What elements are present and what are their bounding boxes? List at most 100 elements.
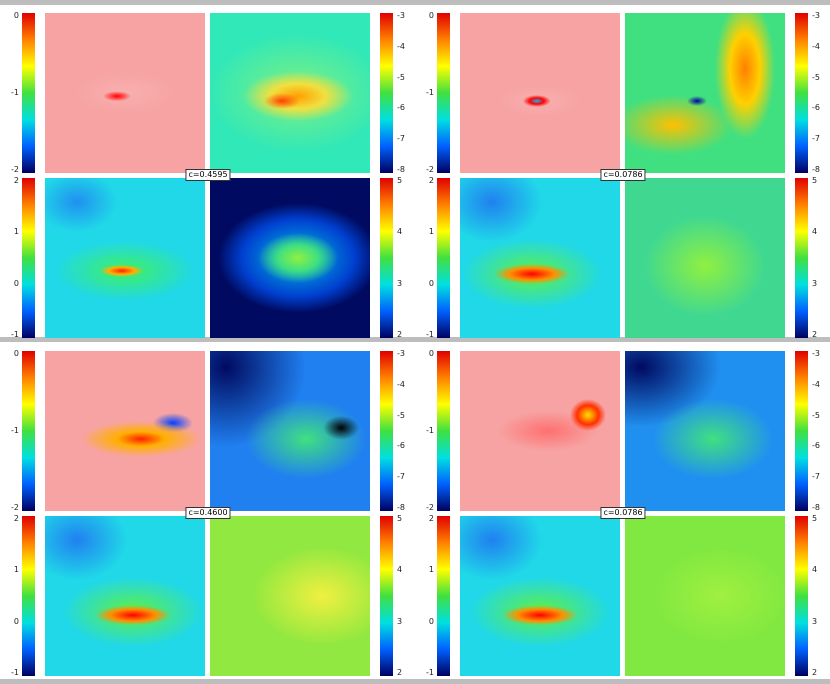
separator: [0, 337, 830, 342]
heatmap: [460, 351, 620, 511]
colorbar-tick-label: -5: [397, 410, 405, 420]
colorbar-tick-label: -8: [812, 503, 820, 512]
colorbar-tick-label: 2: [812, 330, 818, 339]
colorbar-tick-label: -5: [812, 410, 820, 420]
colorbar-tick-label: -3: [397, 11, 405, 20]
colorbar-tick-label: -1: [426, 330, 434, 339]
heatmap: [625, 13, 785, 173]
colorbar-tick-label: 5: [397, 176, 403, 185]
colorbar: [22, 178, 35, 338]
panel-label: c=0.0786: [600, 169, 646, 181]
heatmap: [210, 178, 370, 338]
colorbar-tick-label: -4: [397, 41, 405, 51]
colorbar-tick-label: 0: [13, 11, 19, 20]
colorbar-tick-label: 2: [428, 514, 434, 523]
colorbar: [380, 178, 393, 338]
colorbar-tick-label: 2: [428, 176, 434, 185]
colorbar: [795, 178, 808, 338]
colorbar-tick-label: -3: [812, 349, 820, 358]
colorbar-tick-label: 3: [812, 278, 818, 288]
colorbar-tick-label: -1: [11, 426, 19, 435]
heatmap: [210, 351, 370, 511]
separator: [0, 0, 830, 5]
colorbar: [22, 516, 35, 676]
heatmap: [460, 178, 620, 338]
colorbar-tick-label: -7: [812, 134, 820, 144]
colorbar-tick-label: 0: [428, 349, 434, 358]
colorbar-tick-label: -3: [397, 349, 405, 358]
colorbar-tick-label: -4: [812, 379, 820, 389]
colorbar-tick-label: -6: [397, 103, 405, 113]
heatmap: [460, 13, 620, 173]
heatmap: [210, 516, 370, 676]
colorbar: [22, 13, 35, 173]
colorbar-tick-label: -2: [426, 503, 434, 512]
colorbar-tick-label: 2: [397, 330, 403, 339]
colorbar-tick-label: 2: [13, 176, 19, 185]
colorbar-tick-label: -8: [397, 165, 405, 174]
heatmap: [45, 178, 205, 338]
colorbar-tick-label: -1: [11, 330, 19, 339]
colorbar-tick-label: -1: [426, 426, 434, 435]
colorbar: [795, 516, 808, 676]
panel-label: c=0.4600: [185, 507, 231, 519]
colorbar-tick-label: -3: [812, 11, 820, 20]
colorbar-tick-label: -7: [397, 134, 405, 144]
colorbar-tick-label: 0: [13, 616, 19, 626]
colorbar: [22, 351, 35, 511]
heatmap: [45, 516, 205, 676]
colorbar-tick-label: -8: [397, 503, 405, 512]
colorbar-tick-label: 5: [812, 514, 818, 523]
panel-label: c=0.0786: [600, 507, 646, 519]
colorbar-tick-label: 5: [812, 176, 818, 185]
colorbar: [437, 516, 450, 676]
colorbar-tick-label: 2: [13, 514, 19, 523]
separator: [0, 679, 830, 684]
colorbar-tick-label: -1: [11, 668, 19, 677]
heatmap: [460, 516, 620, 676]
colorbar-tick-label: -8: [812, 165, 820, 174]
colorbar-tick-label: -2: [11, 165, 19, 174]
colorbar: [795, 351, 808, 511]
colorbar-tick-label: -1: [426, 88, 434, 97]
colorbar-tick-label: 4: [812, 227, 818, 237]
heatmap: [45, 351, 205, 511]
colorbar-tick-label: -1: [426, 668, 434, 677]
colorbar-tick-label: 0: [428, 11, 434, 20]
colorbar-tick-label: -2: [11, 503, 19, 512]
heatmap: [625, 178, 785, 338]
colorbar-tick-label: 5: [397, 514, 403, 523]
colorbar-tick-label: 2: [812, 668, 818, 677]
colorbar-tick-label: 0: [13, 349, 19, 358]
colorbar-tick-label: -6: [812, 441, 820, 451]
colorbar: [795, 13, 808, 173]
colorbar-tick-label: 1: [428, 565, 434, 575]
colorbar-tick-label: 1: [13, 227, 19, 237]
colorbar: [437, 13, 450, 173]
colorbar-tick-label: -6: [812, 103, 820, 113]
colorbar-tick-label: 4: [397, 565, 403, 575]
heatmap: [625, 351, 785, 511]
colorbar: [380, 351, 393, 511]
colorbar: [380, 516, 393, 676]
colorbar-tick-label: 1: [13, 565, 19, 575]
colorbar-tick-label: -5: [812, 72, 820, 82]
colorbar-tick-label: -4: [397, 379, 405, 389]
heatmap: [45, 13, 205, 173]
colorbar: [437, 351, 450, 511]
colorbar-tick-label: -5: [397, 72, 405, 82]
heatmap: [210, 13, 370, 173]
colorbar-tick-label: -4: [812, 41, 820, 51]
colorbar-tick-label: 3: [397, 616, 403, 626]
colorbar: [380, 13, 393, 173]
colorbar: [437, 178, 450, 338]
colorbar-tick-label: 0: [428, 616, 434, 626]
colorbar-tick-label: -2: [426, 165, 434, 174]
colorbar-tick-label: 3: [397, 278, 403, 288]
colorbar-tick-label: 2: [397, 668, 403, 677]
panel-label: c=0.4595: [185, 169, 231, 181]
colorbar-tick-label: 4: [397, 227, 403, 237]
colorbar-tick-label: 3: [812, 616, 818, 626]
colorbar-tick-label: -7: [397, 472, 405, 482]
